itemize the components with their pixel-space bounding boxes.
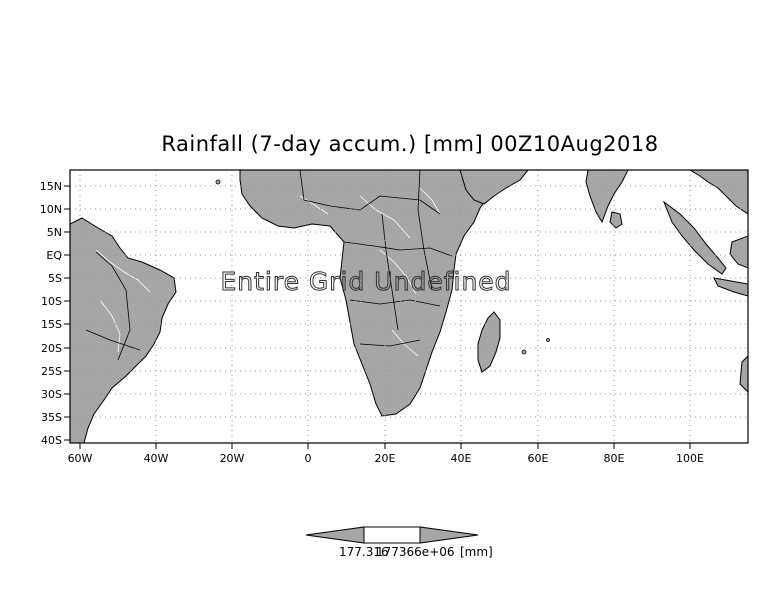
lat-label: 30S xyxy=(41,388,62,401)
india-landmass xyxy=(585,170,629,224)
lat-labels: 15N 10N 5N EQ 5S 10S 15S 20S 25S 30S 35S… xyxy=(40,180,63,447)
lat-label: 5N xyxy=(47,226,62,239)
island-marker xyxy=(215,179,221,185)
australia-landmass xyxy=(739,355,748,393)
lon-label: 80E xyxy=(604,452,625,465)
grid-lines xyxy=(70,170,748,443)
lon-label: 100E xyxy=(676,452,704,465)
colorbar-middle-box xyxy=(363,526,421,544)
map-title: Rainfall (7-day accum.) [mm] 00Z10Aug201… xyxy=(161,132,659,156)
lon-label: 0 xyxy=(305,452,312,465)
lon-label: 20E xyxy=(375,452,396,465)
colorbar xyxy=(305,526,479,544)
colorbar-value-left: 177.316 xyxy=(339,545,389,559)
map-frame xyxy=(69,169,749,444)
lat-label: 25S xyxy=(41,365,62,378)
arabia-landmass xyxy=(459,170,529,205)
sumatra-landmass xyxy=(662,200,727,275)
colorbar-value-mid: 177366e+06 xyxy=(376,545,455,559)
java-landmass xyxy=(713,277,748,297)
lon-label: 60E xyxy=(528,452,549,465)
lon-label: 20W xyxy=(220,452,245,465)
island-marker xyxy=(546,338,550,342)
lon-label: 60W xyxy=(68,452,93,465)
south-america-landmass xyxy=(70,217,177,443)
lat-label: 15S xyxy=(41,318,62,331)
lat-label: 20S xyxy=(41,342,62,355)
colorbar-units: [mm] xyxy=(460,545,493,559)
lon-labels: 60W 40W 20W 0 20E 40E 60E 80E 100E xyxy=(68,452,704,465)
africa-landmass xyxy=(239,170,523,417)
lat-label: 5S xyxy=(48,272,62,285)
lat-label: 35S xyxy=(41,411,62,424)
colorbar-left-arrow xyxy=(305,526,365,544)
country-borders xyxy=(85,170,453,361)
lat-ticks xyxy=(64,185,70,441)
lat-label: 10S xyxy=(41,295,62,308)
lat-label: 15N xyxy=(40,180,62,193)
undefined-grid-overlay: Entire Grid Undefined xyxy=(220,267,511,296)
lon-label: 40E xyxy=(451,452,472,465)
colorbar-right-arrow xyxy=(419,526,479,544)
lat-label: 10N xyxy=(40,203,62,216)
island-marker xyxy=(521,349,527,355)
lat-label: 40S xyxy=(41,434,62,447)
sri-lanka-landmass xyxy=(609,211,623,229)
borneo-landmass xyxy=(729,235,748,269)
land-layer xyxy=(70,170,748,443)
madagascar-landmass xyxy=(477,311,501,373)
lon-ticks xyxy=(79,443,691,449)
lat-label: EQ xyxy=(46,249,62,262)
lon-label: 40W xyxy=(144,452,169,465)
southeast-asia-landmass xyxy=(689,170,748,215)
